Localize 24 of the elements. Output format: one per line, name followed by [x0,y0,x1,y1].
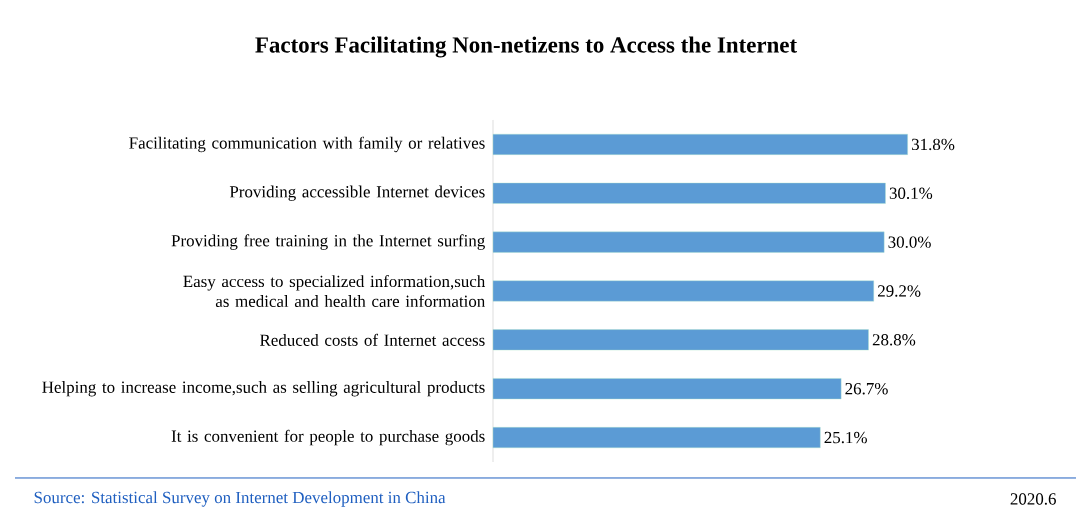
bar [492,329,869,351]
bar [492,231,885,253]
chart-title: Factors Facilitating Non-netizens to Access the Internet [255,36,798,58]
y-tick-label: Providing free training in the Internet surfing [171,234,485,250]
bar [492,280,874,302]
y-tick-label: Helping to increase income,such as selling agricultural products [42,381,485,397]
bar [492,133,908,155]
data-label: 31.8% [911,138,955,151]
y-tick-label: Facilitating communication with family or relatives [129,136,485,153]
text: 2020.6 [1010,493,1056,505]
data-label: 30.0% [888,236,931,248]
data-label: 29.2% [878,285,921,297]
y-tick-label: Easy access to specialized information,such as medical and health care information [183,274,486,307]
data-label: 25.1% [824,431,867,444]
bar [492,182,886,204]
y-tick-label: It is convenient for people to purchase goods [171,429,485,446]
y-tick-label: Providing accessible Internet devices [229,185,485,201]
data-label: 26.7% [845,382,888,395]
bar [492,427,821,449]
source-note: Source: Statistical Survey on Internet Development in China [34,491,446,507]
y-tick-label: Reduced costs of Internet access [259,333,485,346]
bar [492,378,842,400]
data-label: 28.8% [872,334,916,346]
data-label: 30.1% [889,187,933,200]
